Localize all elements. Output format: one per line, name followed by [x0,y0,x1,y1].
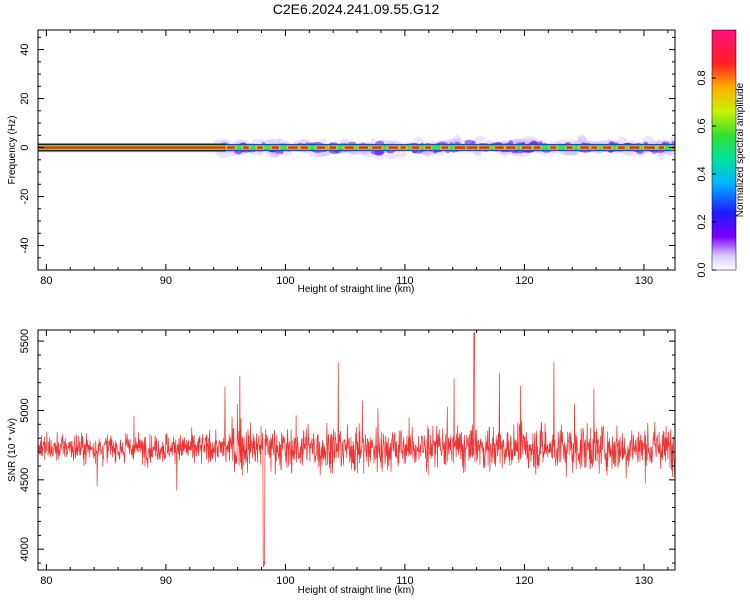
snr-line [38,332,675,569]
spectrogram-band-green [38,145,675,150]
snr-x-tick-label: 130 [635,575,653,587]
spectrogram-red-seg [454,146,466,149]
spectrogram-red-seg [441,146,449,149]
spectrogram-red-seg [227,146,235,149]
chart-title: C2E6.2024.241.09.55.G12 [273,1,440,17]
snr-x-tick-label: 90 [160,575,172,587]
colorbar-tick-label: 0.0 [696,262,708,277]
spectrogram-halo-blob [617,136,628,146]
spectrogram-halo-blob [266,138,282,145]
spectrogram-halo-blob [302,138,311,143]
spectrogram-y-tick-label: 0 [19,144,31,150]
snr-x-tick-label: 120 [515,575,533,587]
spectrogram-halo-blob [658,152,666,160]
snr-y-tick-label: 5000 [19,398,31,422]
spectrogram-red-seg [466,146,478,149]
spectrogram-clean-red [38,146,226,149]
spectrogram-red-seg [300,146,309,149]
colorbar: 0.0 0.2 0.4 0.6 0.8 Normalized spectral ampl… [696,29,746,278]
snr-y-tick-label: 4000 [19,537,31,561]
snr-y-tick-label: 4500 [19,468,31,492]
snr-y-tick-label: 5500 [19,329,31,353]
spectrogram-red-seg [344,146,354,149]
spectrogram-halo-blob [577,134,587,143]
colorbar-gradient [711,29,737,271]
snr-panel: 80 90 100 110 120 130 4000 4500 5000 5500 Height… [7,329,676,596]
snr-x-tick-label: 110 [396,575,414,587]
spectrogram-panel: 80 90 100 110 120 130 -40 -20 0 20 40 Height of s… [7,29,676,295]
spectrogram-red-seg [400,146,406,149]
spectrogram-y-tick-label: 20 [19,92,31,104]
spectrogram-red-seg [521,146,532,149]
spectrogram-red-seg [658,146,664,149]
spectrogram-red-seg [580,146,589,149]
spectrogram-x-tick-label: 80 [40,275,52,287]
spectrogram-red-seg [591,146,598,149]
spectrogram-red-seg [506,146,516,149]
spectrogram-halo-blob [474,135,486,143]
spectrogram-red-seg [288,146,298,149]
spectrogram-red-seg [425,146,431,149]
snr-x-tick-label: 80 [40,575,52,587]
spectrogram-red-seg [411,146,420,149]
spectrogram-halo-blob [569,139,576,144]
colorbar-tick-label: 0.4 [696,166,708,181]
colorbar-ticks: 0.0 0.2 0.4 0.6 0.8 [696,70,716,278]
spectrogram-red-seg [629,146,640,149]
colorbar-tick-label: 0.6 [696,118,708,133]
spectrogram-halo-blob [512,138,530,144]
spectrogram-red-seg [617,146,625,149]
spectrogram-x-tick-label: 130 [635,275,653,287]
spectrogram-x-tick-label: 110 [396,275,414,287]
spectrogram-y-tick-label: -20 [19,189,31,205]
spectrogram-y-axis-title: Frequency (Hz) [7,116,18,185]
snr-x-ticks: 80 90 100 110 120 130 [40,330,669,587]
snr-frame [37,329,676,571]
spectrogram-x-tick-label: 120 [515,275,533,287]
spectrogram-x-axis-title: Height of straight line (km) [298,284,415,295]
spectrogram-red-seg [602,146,612,149]
spectrogram-x-ticks: 80 90 100 110 120 130 [40,30,669,287]
spectrogram-heatmap [38,134,675,161]
spectrogram-halo-blob [623,150,639,157]
spectrogram-red-seg [550,146,557,149]
spectrogram-red-seg [243,146,249,149]
spectrogram-halo-blob [384,153,400,159]
spectrogram-red-seg [566,146,573,149]
spectrogram-red-seg [479,146,490,149]
snr-series [38,332,675,569]
colorbar-tick-label: 0.8 [696,70,708,85]
snr-x-tick-label: 100 [276,575,294,587]
spectrogram-red-seg [494,146,504,149]
spectrogram-red-seg [372,146,382,149]
spectrogram-x-tick-label: 100 [276,275,294,287]
spectrogram-halo-blob [571,150,580,156]
spectrogram-red-seg [533,146,541,149]
spectrogram-red-seg [257,146,263,149]
spectrogram-red-seg [271,146,279,149]
spectrogram-x-tick-label: 90 [160,275,172,287]
spectrogram-halo-blob [577,136,588,145]
spectrogram-frame [37,29,676,271]
spectrogram-red-seg [388,146,399,149]
spectrogram-red-seg [316,146,326,149]
spectrogram-halo-blob [642,135,654,144]
colorbar-tick-label: 0.2 [696,214,708,229]
spectrogram-y-tick-label: 40 [19,43,31,55]
spectrogram-y-tick-label: -40 [19,238,31,254]
spectrogram-halo-blob [452,134,462,144]
spectrogram-red-seg [358,146,368,149]
colorbar-title: Normalized spectral amplitude [735,82,746,217]
spectrogram-red-seg [329,146,337,149]
spectrogram-y-ticks: -40 -20 0 20 40 [19,36,675,271]
spectrogram-halo-blob [396,150,408,158]
spectrogram-red-seg [644,146,655,149]
snr-x-axis-title: Height of straight line (km) [298,585,415,596]
snr-y-axis-title: SNR (10 * v/v) [7,418,18,482]
snr-y-ticks: 4000 4500 5000 5500 [19,329,675,564]
